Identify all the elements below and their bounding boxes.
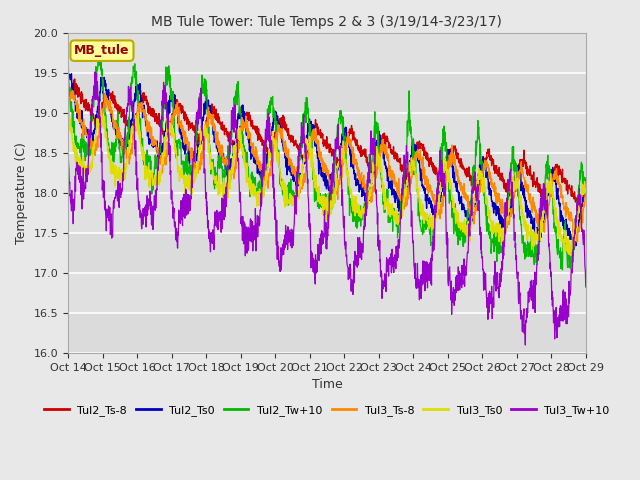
Tul3_Ts0 (582, 189, 589, 194)
Tul2_Tw+10 (94, 66, 102, 72)
Title: MB Tule Tower: Tule Temps 2 & 3 (3/19/14-3/23/17): MB Tule Tower: Tule Temps 2 & 3 (3/19/14… (152, 15, 502, 29)
Tul2_Ts0 (258, 174, 266, 180)
Line: Tul3_Tw+10: Tul3_Tw+10 (68, 72, 586, 345)
Tul2_Ts-8 (64, 93, 72, 98)
Tul2_Ts-8 (175, 106, 182, 111)
Tul2_Ts-8 (276, 116, 284, 122)
Bar (68, 73, 586, 113)
Tul3_Ts0 (567, 253, 575, 259)
Text: MB_tule: MB_tule (74, 44, 130, 57)
Tul2_Tw+10 (175, 136, 182, 142)
Line: Tul3_Ts-8: Tul3_Ts-8 (68, 91, 586, 242)
Tul3_Tw+10 (64, 166, 72, 171)
Tul3_Ts-8 (582, 189, 589, 195)
Tul3_Ts-8 (276, 129, 284, 134)
Tul2_Tw+10 (64, 66, 72, 72)
Tul3_Tw+10 (582, 284, 589, 290)
Tul3_Tw+10 (175, 207, 182, 213)
Tul2_Ts0 (569, 244, 577, 250)
Line: Tul2_Tw+10: Tul2_Tw+10 (68, 46, 586, 270)
X-axis label: Time: Time (312, 378, 342, 392)
Tul3_Ts-8 (175, 109, 182, 115)
Tul2_Ts0 (582, 176, 589, 182)
Tul3_Ts-8 (573, 239, 580, 245)
Tul2_Ts-8 (71, 76, 79, 82)
Tul2_Ts0 (175, 119, 182, 124)
Tul3_Tw+10 (94, 97, 102, 103)
Bar (68, 313, 586, 353)
Tul3_Tw+10 (276, 258, 284, 264)
Tul3_Ts0 (258, 191, 266, 197)
Tul2_Tw+10 (258, 182, 266, 188)
Tul2_Ts-8 (576, 208, 584, 214)
Tul2_Ts0 (278, 140, 286, 145)
Tul2_Ts-8 (418, 142, 426, 147)
Tul2_Tw+10 (559, 267, 566, 273)
Tul3_Tw+10 (91, 69, 99, 75)
Tul2_Ts0 (65, 65, 72, 71)
Tul3_Ts-8 (278, 127, 286, 132)
Tul3_Ts-8 (418, 160, 426, 166)
Tul2_Ts-8 (582, 185, 589, 191)
Tul3_Ts0 (418, 212, 426, 218)
Tul2_Tw+10 (278, 183, 286, 189)
Tul3_Ts0 (175, 164, 182, 169)
Tul3_Ts-8 (64, 105, 72, 110)
Tul3_Ts0 (278, 180, 286, 185)
Tul3_Ts-8 (68, 88, 76, 94)
Tul2_Ts-8 (258, 137, 266, 143)
Bar (68, 153, 586, 193)
Tul2_Ts-8 (94, 117, 102, 123)
Tul3_Ts0 (94, 121, 102, 127)
Tul2_Tw+10 (276, 165, 284, 170)
Tul2_Ts0 (276, 121, 284, 127)
Tul2_Tw+10 (418, 227, 426, 232)
Tul2_Ts0 (418, 170, 426, 176)
Tul3_Ts-8 (94, 133, 102, 139)
Tul2_Tw+10 (582, 187, 589, 192)
Tul2_Tw+10 (97, 43, 104, 48)
Line: Tul2_Ts0: Tul2_Ts0 (68, 68, 586, 247)
Tul3_Tw+10 (522, 342, 529, 348)
Tul3_Ts0 (95, 104, 103, 110)
Tul2_Ts0 (64, 69, 72, 74)
Tul3_Ts0 (276, 164, 284, 170)
Y-axis label: Temperature (C): Temperature (C) (15, 142, 28, 244)
Tul3_Ts0 (64, 115, 72, 121)
Bar (68, 233, 586, 273)
Tul2_Ts-8 (278, 125, 286, 131)
Line: Tul2_Ts-8: Tul2_Ts-8 (68, 79, 586, 211)
Tul3_Tw+10 (258, 168, 266, 174)
Tul2_Ts0 (94, 107, 102, 112)
Line: Tul3_Ts0: Tul3_Ts0 (68, 107, 586, 256)
Legend: Tul2_Ts-8, Tul2_Ts0, Tul2_Tw+10, Tul3_Ts-8, Tul3_Ts0, Tul3_Tw+10: Tul2_Ts-8, Tul2_Ts0, Tul2_Tw+10, Tul3_Ts… (40, 400, 614, 420)
Tul3_Ts-8 (258, 165, 266, 171)
Tul3_Tw+10 (418, 272, 426, 277)
Tul3_Tw+10 (278, 252, 286, 258)
